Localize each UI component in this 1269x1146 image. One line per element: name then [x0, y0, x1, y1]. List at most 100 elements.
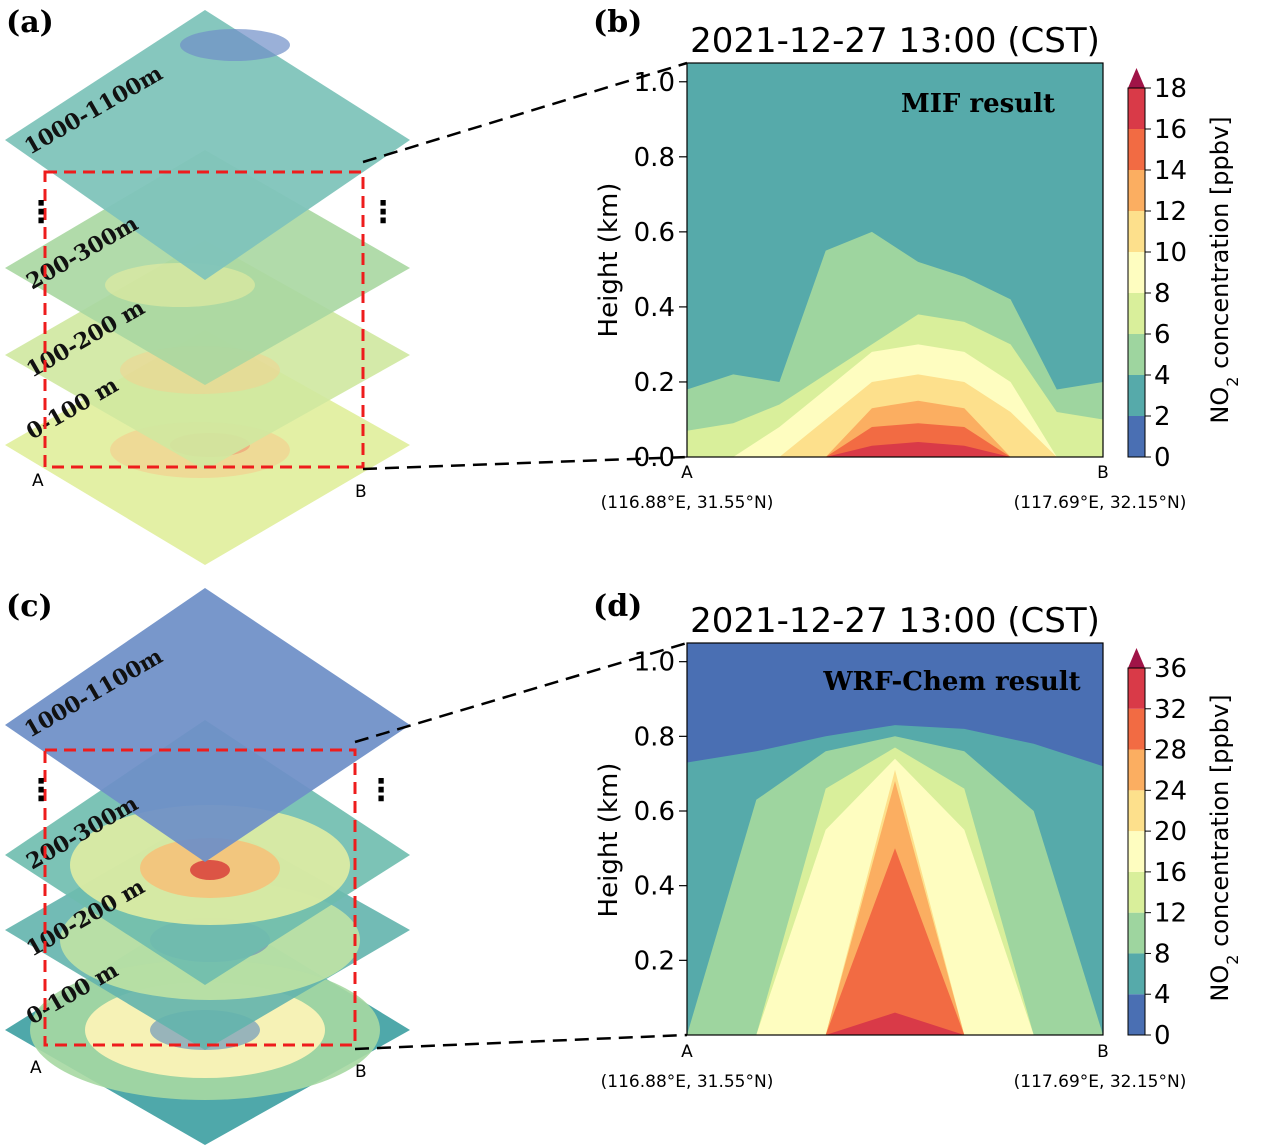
colorbar-swatch-b-7 [1128, 129, 1145, 170]
colorbar-tick-label-d-1: 4 [1154, 980, 1171, 1010]
y-tick-label-b-2: 0.4 [634, 293, 675, 323]
layer-1000-1100-a [5, 10, 410, 280]
colorbar-tick-label-b-3: 6 [1154, 320, 1171, 350]
x-end-b-b: B [1097, 463, 1109, 483]
layer-1000-1100-c [5, 588, 410, 862]
plot-area-b [687, 63, 1103, 457]
chart-title-d: 2021-12-27 13:00 (CST) [690, 601, 1100, 641]
point-b-label-a: B [355, 482, 367, 502]
colorbar-swatch-b-0 [1128, 416, 1145, 457]
point-a-label-c: A [30, 1058, 42, 1078]
panel-c-stack: 1000-1100m 200-300m 100-200 m 0-100 m ⋮ … [5, 588, 688, 1145]
layer-200-300-c-core [190, 860, 230, 880]
colorbar-swatch-b-4 [1128, 252, 1145, 293]
plot-frame-b [686, 62, 1104, 458]
section-box-c [43, 748, 357, 1047]
y-tick-label-b-5: 1.0 [634, 68, 675, 98]
panel-b-chart: 2021-12-27 13:00 (CST) MIF result 0.0 0.2… [594, 21, 1242, 513]
panel-label-a: (a) [6, 5, 54, 40]
connector-bottom-c [354, 1033, 688, 1051]
colorbar-tick-label-b-0: 0 [1154, 443, 1171, 473]
inset-label-b: MIF result [901, 89, 1055, 119]
colorbar-swatch-d-0 [1128, 994, 1145, 1035]
ellipsis-right-c: ⋮ [366, 773, 396, 808]
chart-title-b: 2021-12-27 13:00 (CST) [690, 21, 1100, 61]
colorbar-frame-d [1127, 667, 1146, 1036]
colorbar-b: 0 2 4 6 8 10 12 14 16 18 [1127, 68, 1187, 473]
colorbar-tick-label-d-8: 32 [1154, 695, 1187, 725]
colorbar-tick-label-d-5: 20 [1154, 817, 1187, 847]
y-tick-label-b-3: 0.6 [634, 218, 675, 248]
y-tick-label-d-0: 0.2 [634, 946, 675, 976]
colorbar-tick-label-d-2: 8 [1154, 939, 1171, 969]
panel-d-chart: 2021-12-27 13:00 (CST) WRF-Chem result 0… [594, 601, 1242, 1092]
layer-1000-1100-a-patch [180, 29, 290, 61]
colorbar-tick-label-d-0: 0 [1154, 1021, 1171, 1051]
colorbar-extend-d [1128, 648, 1145, 668]
plot-area-d [687, 643, 1103, 1035]
colorbar-tick-label-b-5: 10 [1154, 238, 1187, 268]
contour-band-b-14 [687, 423, 1103, 457]
plot-frame-d [686, 642, 1104, 1036]
contour-band-d-28 [687, 848, 1103, 1035]
section-box-a [43, 170, 365, 469]
colorbar-label-b: NO2 concentration [ppbv] [1206, 116, 1242, 423]
colorbar-frame-b [1127, 87, 1146, 458]
ellipsis-left-c: ⋮ [26, 773, 56, 808]
y-tick-label-d-1: 0.4 [634, 872, 675, 902]
colorbar-tick-label-b-9: 18 [1154, 74, 1187, 104]
ellipsis-right-a: ⋮ [368, 195, 398, 230]
colorbar-label-d: NO2 concentration [ppbv] [1206, 694, 1242, 1001]
contour-band-d-32 [687, 1012, 1103, 1035]
colorbar-tick-label-b-6: 12 [1154, 197, 1187, 227]
colorbar-swatch-d-6 [1128, 749, 1145, 791]
colorbar-swatch-d-4 [1128, 831, 1145, 872]
colorbar-d: 0 4 8 12 16 20 24 28 32 36 [1127, 648, 1187, 1051]
y-tick-label-b-4: 0.8 [634, 143, 675, 173]
colorbar-swatch-b-8 [1128, 88, 1145, 129]
y-tick-label-d-3: 0.8 [634, 722, 675, 752]
connector-top-c [354, 641, 688, 744]
colorbar-swatch-d-3 [1128, 871, 1145, 913]
colorbar-extend-b [1128, 68, 1145, 88]
y-tick-label-b-1: 0.2 [634, 368, 675, 398]
panel-a-stack: 1000-1100m 200-300m 100-200 m 0-100 m ⋮ … [5, 10, 688, 565]
colorbar-tick-label-b-1: 2 [1154, 402, 1171, 432]
colorbar-tick-label-d-9: 36 [1154, 654, 1187, 684]
colorbar-swatch-b-6 [1128, 170, 1145, 211]
ellipsis-left-a: ⋮ [26, 195, 56, 230]
x-coord-a-b: (116.88°E, 31.55°N) [601, 493, 774, 513]
panel-label-c: (c) [6, 589, 53, 624]
inset-label-d: WRF-Chem result [822, 667, 1080, 697]
colorbar-tick-label-b-2: 4 [1154, 361, 1171, 391]
y-tick-label-d-2: 0.6 [634, 797, 675, 827]
y-axis-label-d: Height (km) [594, 763, 624, 918]
x-end-a-d: A [681, 1042, 693, 1062]
y-tick-label-b-0: 0.0 [634, 443, 675, 473]
x-coord-a-d: (116.88°E, 31.55°N) [601, 1072, 774, 1092]
y-ticks-b: 0.0 0.2 0.4 0.6 0.8 1.0 [634, 68, 687, 473]
panel-label-b: (b) [593, 5, 642, 40]
colorbar-swatch-d-1 [1128, 953, 1145, 995]
y-tick-label-d-4: 1.0 [634, 648, 675, 678]
x-coord-b-d: (117.69°E, 32.15°N) [1014, 1072, 1187, 1092]
colorbar-tick-label-b-8: 16 [1154, 115, 1187, 145]
colorbar-swatch-d-7 [1128, 708, 1145, 750]
point-a-label-a: A [32, 471, 44, 491]
colorbar-tick-label-b-4: 8 [1154, 279, 1171, 309]
colorbar-tick-label-d-3: 12 [1154, 899, 1187, 929]
point-b-label-c: B [355, 1062, 367, 1082]
y-ticks-d: 0.2 0.4 0.6 0.8 1.0 [634, 648, 687, 976]
colorbar-swatch-d-2 [1128, 912, 1145, 954]
colorbar-swatch-b-3 [1128, 293, 1145, 334]
x-coord-b-b: (117.69°E, 32.15°N) [1014, 493, 1187, 513]
x-end-b-d: B [1097, 1042, 1109, 1062]
colorbar-swatch-d-8 [1128, 668, 1145, 709]
x-end-a-b: A [681, 463, 693, 483]
colorbar-tick-label-b-7: 14 [1154, 156, 1187, 186]
colorbar-swatch-b-5 [1128, 211, 1145, 252]
connector-bottom-a [362, 455, 688, 471]
colorbar-tick-label-d-6: 24 [1154, 776, 1187, 806]
connector-top-a [362, 61, 688, 164]
